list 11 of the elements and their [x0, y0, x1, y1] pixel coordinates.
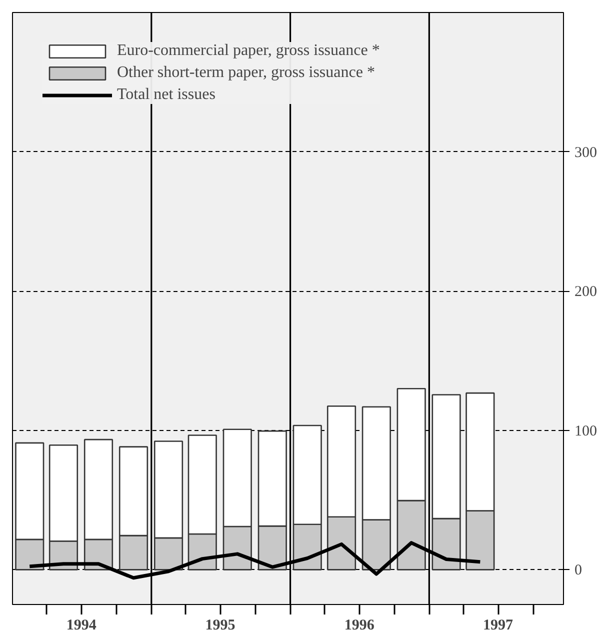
legend-label: Euro-commercial paper, gross issuance *: [117, 42, 380, 60]
x-tick-label: 1997: [483, 618, 514, 634]
y-tick-label: 200: [574, 284, 597, 300]
y-tick-label: 300: [574, 144, 597, 161]
y-tick-label: 100: [574, 423, 597, 440]
x-tick-label: 1994: [66, 618, 97, 634]
x-tick-label: 1996: [344, 618, 375, 634]
legend-label: Total net issues: [117, 86, 216, 104]
legend-label: Other short-term paper, gross issuance *: [117, 64, 375, 82]
y-tick-label: 0: [574, 562, 582, 579]
x-tick-label: 1995: [205, 618, 236, 634]
